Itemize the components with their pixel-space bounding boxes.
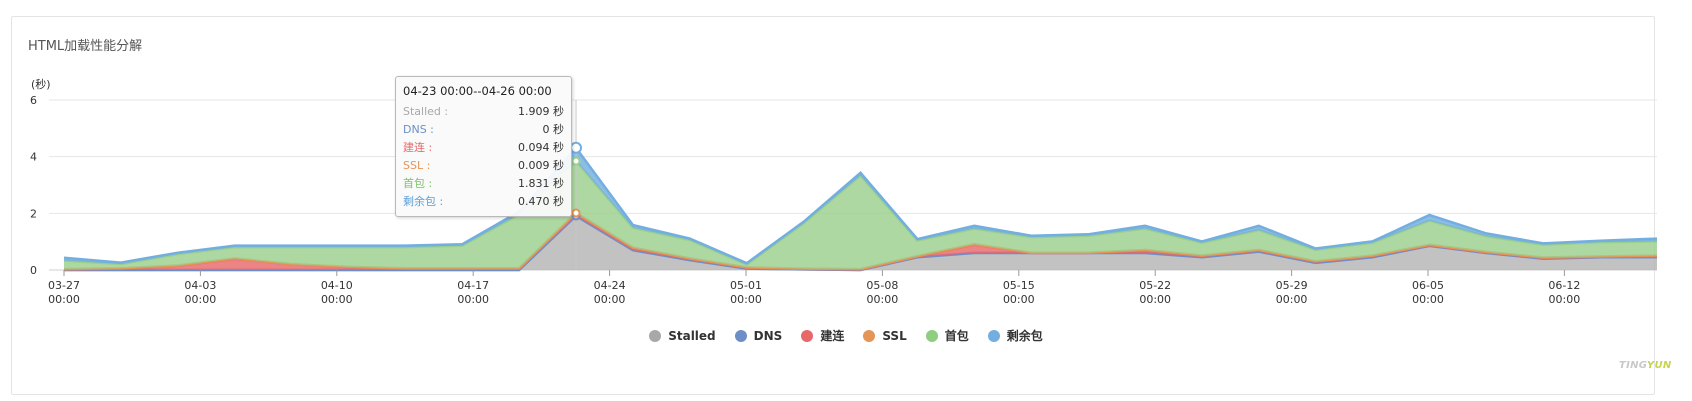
x-tick-time: 00:00 (730, 293, 762, 306)
legend-item[interactable]: 建连 (801, 327, 844, 344)
legend-label: DNS (753, 328, 783, 343)
legend-label: 剩余包 (1006, 329, 1043, 343)
legend-swatch (925, 329, 938, 342)
tooltip-row: 首包 : 1.831 秒 (403, 175, 564, 193)
tooltip-value: 1.909 秒 (518, 105, 564, 118)
x-tick-date: 05-08 (866, 279, 898, 292)
legend-item[interactable]: 首包 (925, 327, 969, 344)
tooltip-value: 0 秒 (542, 123, 565, 136)
tooltip-row: Stalled : 1.909 秒 (403, 103, 564, 121)
legend: Stalled DNS 建连 SSL 首包 剩余包 (0, 327, 1692, 344)
x-tick-date: 05-15 (1003, 279, 1035, 292)
stacked-area-chart: 0246(秒)03-2700:0004-0300:0004-1000:0004-… (30, 77, 1658, 306)
tooltip-row: SSL : 0.009 秒 (403, 157, 564, 175)
tooltip-value: 0.009 秒 (518, 159, 564, 172)
line-剩余包 (63, 145, 1658, 265)
tooltip-label: 首包 : (403, 177, 433, 190)
area-建连 (64, 213, 1657, 270)
tooltip-label: SSL : (403, 159, 431, 172)
legend-swatch (734, 329, 747, 342)
tooltip-label: Stalled : (403, 105, 449, 118)
hover-marker-剩余包 (570, 141, 583, 154)
legend-label: 首包 (944, 329, 969, 343)
legend-item[interactable]: DNS (734, 327, 783, 344)
tooltip: 04-23 00:00--04-26 00:00 Stalled : 1.909 … (395, 76, 572, 217)
panel-title: HTML加载性能分解 (28, 39, 143, 54)
hover-marker-SSL (571, 208, 581, 218)
legend-swatch (987, 329, 1000, 342)
x-tick-date: 06-05 (1412, 279, 1444, 292)
x-tick-time: 00:00 (867, 293, 899, 306)
hover-marker-首包 (571, 156, 581, 166)
legend-label: Stalled (668, 328, 716, 343)
x-tick-time: 00:00 (321, 293, 353, 306)
tooltip-label: 建连 : (403, 141, 433, 154)
x-tick-date: 04-17 (457, 279, 489, 292)
x-tick-date: 05-01 (730, 279, 762, 292)
brand-logo: TINGYUN (1619, 360, 1672, 371)
legend-item[interactable]: 剩余包 (987, 327, 1043, 344)
area-首包 (64, 161, 1657, 270)
y-tick-label: 0 (30, 264, 37, 277)
x-tick-date: 06-12 (1548, 279, 1580, 292)
tooltip-label: 剩余包 : (403, 195, 444, 208)
x-tick-date: 04-24 (594, 279, 626, 292)
area-Stalled (64, 215, 1657, 270)
x-tick-date: 04-10 (321, 279, 353, 292)
tooltip-label: DNS : (403, 123, 434, 136)
x-tick-date: 05-22 (1139, 279, 1171, 292)
y-unit-label: (秒) (31, 77, 51, 91)
x-tick-time: 00:00 (1276, 293, 1308, 306)
x-tick-time: 00:00 (457, 293, 489, 306)
tooltip-row: 建连 : 0.094 秒 (403, 139, 564, 157)
tooltip-row: 剩余包 : 0.470 秒 (403, 193, 564, 211)
x-tick-date: 05-29 (1276, 279, 1308, 292)
x-tick-date: 03-27 (48, 279, 80, 292)
legend-label: 建连 (820, 329, 845, 343)
tooltip-value: 0.470 秒 (518, 195, 564, 208)
tooltip-value: 0.094 秒 (518, 141, 564, 154)
legend-swatch (801, 329, 814, 342)
legend-swatch (649, 329, 662, 342)
x-tick-time: 00:00 (48, 293, 80, 306)
x-tick-time: 00:00 (185, 293, 217, 306)
x-tick-time: 00:00 (594, 293, 626, 306)
tooltip-header: 04-23 00:00--04-26 00:00 (403, 84, 552, 98)
y-tick-label: 2 (30, 207, 37, 220)
x-tick-time: 00:00 (1412, 293, 1444, 306)
legend-item[interactable]: Stalled (649, 327, 716, 344)
legend-label: SSL (882, 328, 907, 343)
tooltip-row: DNS : 0 秒 (403, 121, 564, 139)
legend-swatch (863, 329, 876, 342)
x-tick-time: 00:00 (1139, 293, 1171, 306)
y-tick-label: 6 (30, 94, 37, 107)
tooltip-value: 1.831 秒 (518, 177, 564, 190)
x-tick-date: 04-03 (184, 279, 216, 292)
x-tick-time: 00:00 (1549, 293, 1581, 306)
x-tick-time: 00:00 (1003, 293, 1035, 306)
legend-item[interactable]: SSL (863, 327, 907, 344)
y-tick-label: 4 (30, 151, 37, 164)
